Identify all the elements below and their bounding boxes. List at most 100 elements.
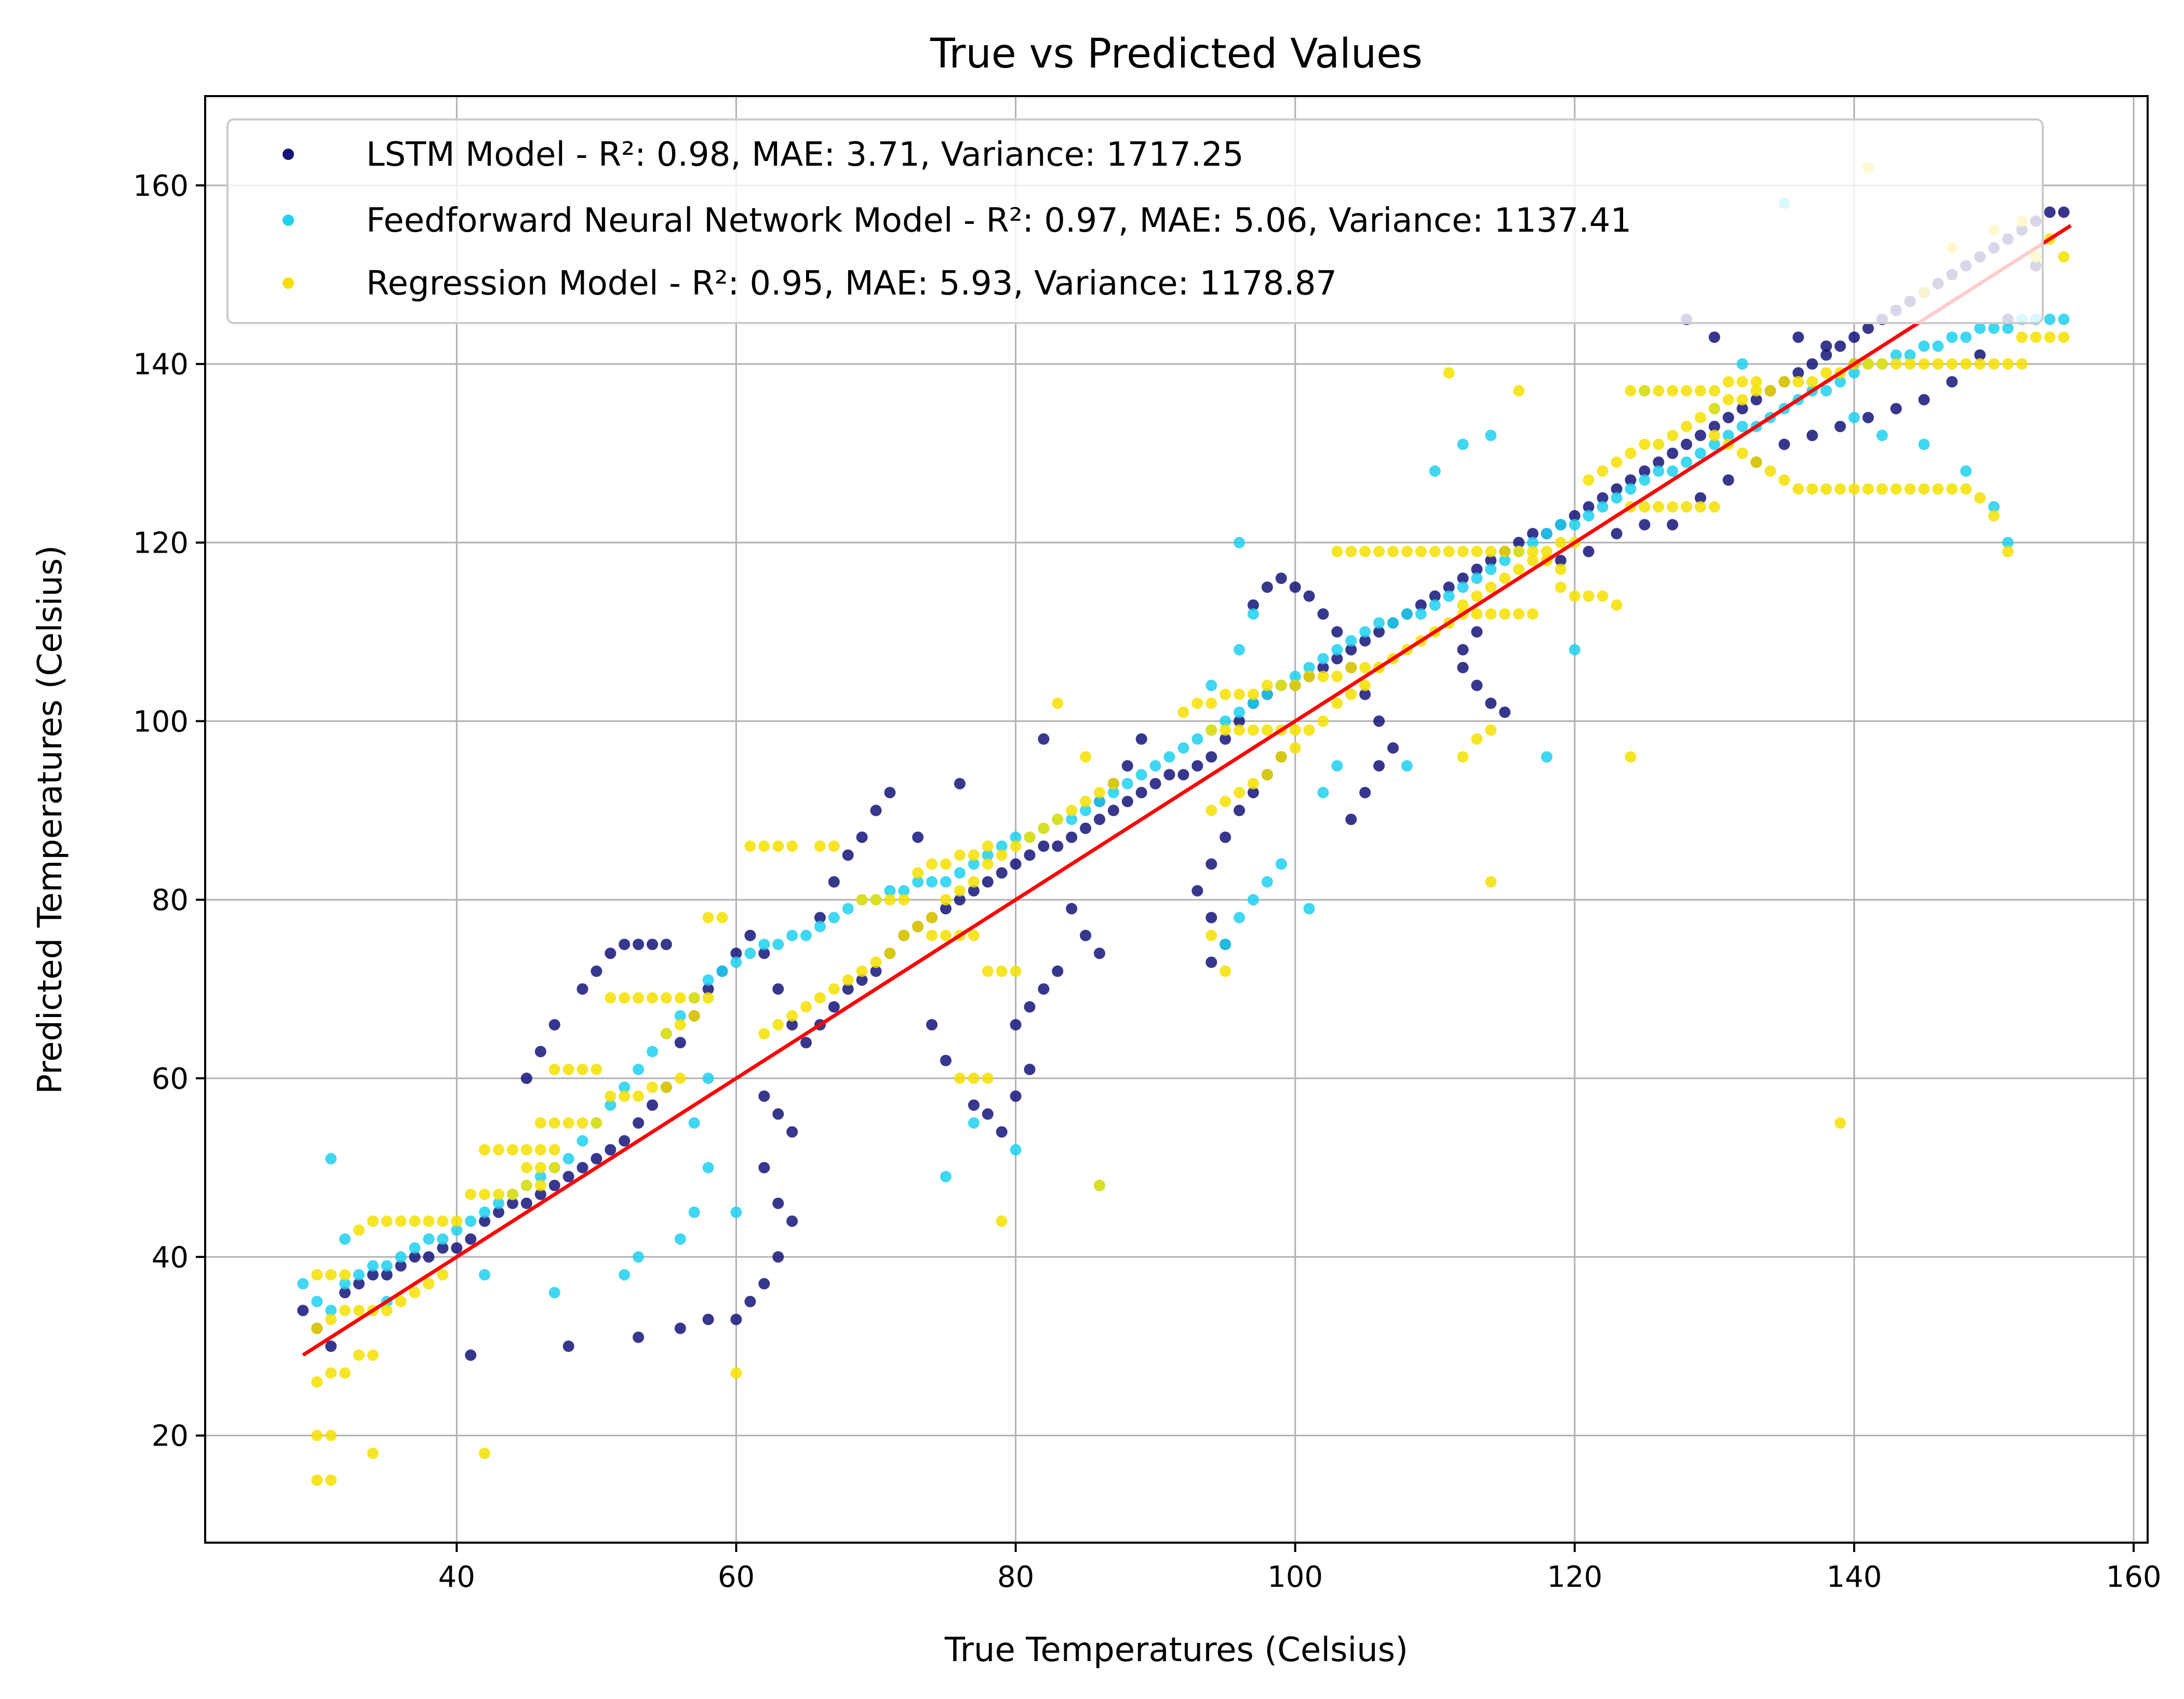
regression-point (1541, 545, 1552, 557)
regression-point (1876, 483, 1888, 495)
feedforward-point (1653, 465, 1665, 477)
feedforward-point (1191, 733, 1203, 745)
feedforward-point (1261, 876, 1273, 888)
regression-point (1695, 501, 1706, 513)
lstm-point (409, 1251, 421, 1263)
regression-point (1667, 501, 1679, 513)
feedforward-point (297, 1278, 309, 1290)
regression-point (534, 1117, 546, 1129)
lstm-point (1792, 367, 1804, 379)
y-axis-label: Predicted Temperatures (Celsius) (31, 545, 70, 1094)
legend: LSTM Model - R²: 0.98, MAE: 3.71, Varian… (226, 118, 2044, 324)
regression-point (647, 992, 658, 1004)
regression-point (814, 840, 826, 852)
feedforward-point (1331, 644, 1343, 655)
lstm-point (772, 1108, 784, 1120)
regression-point (1639, 385, 1651, 397)
regression-point (1261, 724, 1273, 736)
lstm-point (954, 894, 966, 906)
lstm-point (828, 1001, 840, 1013)
lstm-point (1708, 331, 1720, 343)
lstm-point (730, 947, 742, 959)
lstm-point (1471, 564, 1483, 576)
regression-point (800, 1001, 812, 1013)
regression-point (1331, 545, 1343, 557)
regression-point (1471, 590, 1483, 602)
regression-point (730, 1367, 742, 1379)
lstm-point (1792, 331, 1804, 343)
lstm-point (1234, 805, 1245, 817)
lstm-point (786, 1215, 798, 1227)
regression-point (395, 1215, 407, 1227)
feedforward-point (1918, 340, 1930, 352)
regression-point (1485, 724, 1497, 736)
feedforward-point (1401, 760, 1413, 772)
feedforward-point (996, 840, 1008, 852)
lstm-point (633, 939, 645, 951)
regression-point (311, 1269, 323, 1281)
feedforward-point (2002, 323, 2014, 334)
regression-point (325, 1429, 337, 1441)
feedforward-point (367, 1260, 379, 1272)
feedforward-point (1149, 760, 1161, 772)
regression-point (1722, 394, 1734, 406)
lstm-point (996, 1126, 1008, 1138)
regression-point (674, 1073, 686, 1084)
lstm-point (744, 1295, 756, 1307)
lstm-point (1695, 430, 1706, 442)
regression-point (828, 983, 840, 995)
axis-ticks: 40 60 80 100 120 140 160 20 40 60 80 100 120 140 160 (133, 169, 2161, 1594)
feedforward-point (1499, 555, 1511, 566)
lstm-point (1820, 349, 1832, 361)
regression-point (1932, 358, 1944, 370)
regression-point (1834, 483, 1846, 495)
lstm-point (1359, 786, 1371, 798)
regression-point (562, 1117, 574, 1129)
x-tick-label: 100 (1267, 1560, 1323, 1594)
lstm-point (814, 912, 826, 924)
feedforward-point (633, 1063, 645, 1075)
lstm-point (395, 1260, 407, 1272)
lstm-point (1681, 438, 1693, 450)
lstm-point (1457, 662, 1469, 674)
regression-point (605, 1090, 617, 1102)
feedforward-point (619, 1081, 631, 1093)
feedforward-point (2044, 313, 2056, 325)
regression-point (1653, 501, 1665, 513)
lstm-point (520, 1197, 532, 1209)
regression-point (353, 1349, 365, 1361)
feedforward-point (1220, 939, 1231, 951)
feedforward-point (1527, 537, 1539, 549)
feedforward-point (1681, 456, 1693, 468)
regression-point (772, 1019, 784, 1031)
lstm-point (660, 939, 672, 951)
regression-point (311, 1474, 323, 1486)
lstm-point (772, 1251, 784, 1263)
lstm-point (1331, 653, 1343, 665)
lstm-point (1331, 626, 1343, 638)
lstm-point (1094, 947, 1105, 959)
feedforward-point (1736, 358, 1748, 370)
feedforward-point (1135, 769, 1147, 781)
lstm-point (772, 1197, 784, 1209)
regression-point (1457, 751, 1469, 763)
regression-point (1806, 376, 1818, 388)
regression-point (1499, 545, 1511, 557)
lstm-point (1234, 715, 1245, 727)
regression-point (1653, 385, 1665, 397)
feedforward-point (1220, 715, 1231, 727)
feedforward-point (479, 1269, 491, 1281)
regression-point (353, 1224, 365, 1236)
lstm-point (325, 1340, 337, 1352)
regression-point (1080, 796, 1092, 808)
lstm-point (1094, 813, 1105, 825)
regression-point (968, 1073, 980, 1084)
feedforward-point (577, 1135, 588, 1147)
lstm-point (786, 1126, 798, 1138)
regression-point (1960, 358, 1972, 370)
feedforward-point (1541, 751, 1552, 763)
feedforward-point (1876, 430, 1888, 442)
feedforward-point (1569, 644, 1580, 655)
feedforward-point (1121, 778, 1133, 790)
regression-point (1220, 965, 1231, 977)
